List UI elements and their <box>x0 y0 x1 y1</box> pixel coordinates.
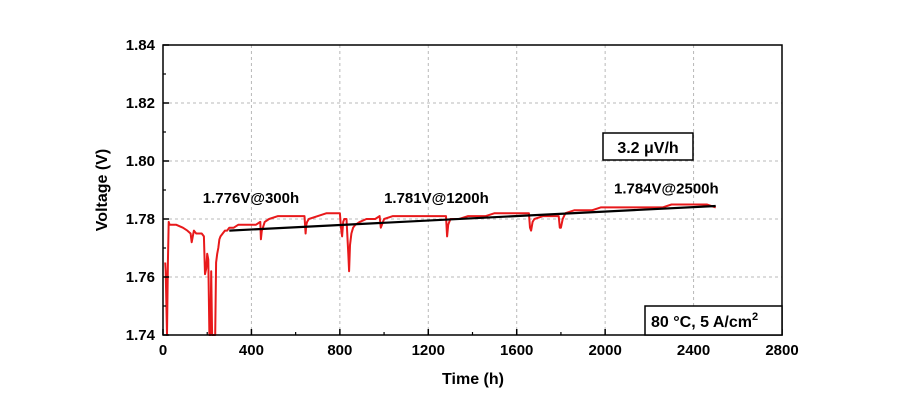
y-tick-label: 1.82 <box>126 95 155 112</box>
condition-box-label: 80 °C, 5 A/cm2 <box>651 311 758 331</box>
gridlines <box>163 45 782 335</box>
x-tick-label: 1200 <box>412 342 445 359</box>
condition-box: 80 °C, 5 A/cm2 <box>644 305 783 336</box>
y-tick-label: 1.76 <box>126 269 155 286</box>
x-tick-label: 2400 <box>677 342 710 359</box>
annotations: 1.776V@300h 1.781V@1200h 1.784V@2500h <box>203 180 719 207</box>
annotation-a1200: 1.781V@1200h <box>384 190 489 207</box>
x-tick-label: 1600 <box>500 342 533 359</box>
y-tick-label: 1.74 <box>126 327 156 344</box>
condition-superscript: 2 <box>752 311 758 323</box>
x-tick-labels: 0 400 800 1200 1600 2000 2400 2800 <box>159 342 799 359</box>
y-tick-labels: 1.74 1.76 1.78 1.80 1.82 1.84 <box>126 37 156 344</box>
annotation-a2500: 1.784V@2500h <box>614 180 719 197</box>
y-axis-title: Voltage (V) <box>94 149 111 231</box>
x-tick-label: 0 <box>159 342 167 359</box>
rate-box: 3.2 μV/h <box>602 132 694 161</box>
x-tick-label: 800 <box>327 342 352 359</box>
x-tick-label: 400 <box>239 342 264 359</box>
x-tick-label: 2000 <box>588 342 621 359</box>
y-tick-label: 1.80 <box>126 153 155 170</box>
series-layer <box>164 203 717 336</box>
x-tick-label: 2800 <box>765 342 798 359</box>
x-axis-title: Time (h) <box>442 371 504 388</box>
rate-box-label: 3.2 μV/h <box>617 140 678 157</box>
condition-text: 80 °C, 5 A/cm <box>651 314 752 331</box>
y-tick-label: 1.84 <box>126 37 156 54</box>
rate-box-frame <box>602 132 694 161</box>
y-tick-label: 1.78 <box>126 211 155 228</box>
annotation-a300: 1.776V@300h <box>203 190 299 207</box>
condition-box-frame <box>644 305 783 336</box>
linear-fit-line <box>229 204 716 232</box>
voltage-trace <box>164 203 717 336</box>
